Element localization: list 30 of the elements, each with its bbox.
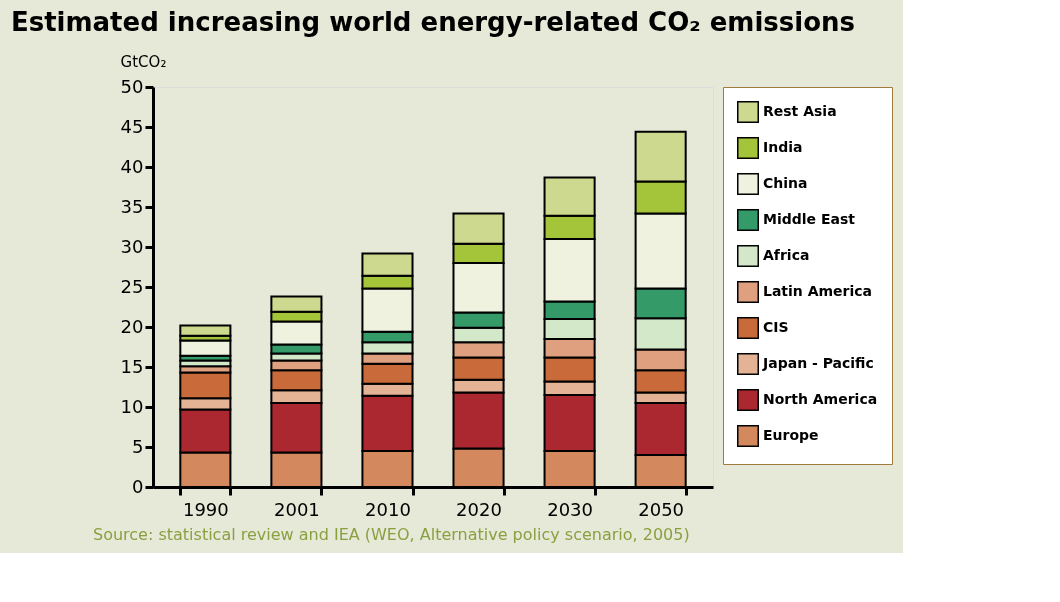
x-tick-label: 2020: [456, 498, 502, 520]
x-tick-label: 2010: [365, 498, 411, 520]
y-tick-label: 40: [120, 155, 144, 177]
y-tick-label: 50: [120, 75, 144, 97]
y-tick-label: 15: [120, 355, 144, 377]
legend-label: Rest Asia: [763, 103, 837, 119]
legend-label: Europe: [763, 427, 819, 443]
chart-title: Estimated increasing world energy-related CO₂ emissions: [10, 7, 856, 37]
y-tick-label: 35: [120, 195, 144, 217]
legend-label: Middle East: [763, 211, 856, 227]
x-tick-label: 1990: [182, 498, 229, 520]
legend-label: CIS: [763, 319, 789, 335]
y-axis-title: GtCO₂: [120, 52, 167, 71]
legend-label: China: [763, 175, 808, 191]
x-tick-label: 2050: [638, 498, 685, 520]
source-note: Source: statistical review and IEA (WEO, Alternative policy scenario, 2005): [93, 525, 690, 544]
legend-label: Latin America: [763, 283, 873, 299]
legend-label: India: [763, 139, 803, 155]
legend-label: Africa: [763, 247, 810, 263]
y-tick-label: 30: [120, 235, 144, 257]
y-tick-label: 45: [120, 115, 144, 137]
y-tick-label: 10: [120, 395, 144, 417]
x-tick-label: 2001: [274, 498, 320, 520]
legend-label: North America: [763, 391, 878, 407]
legend-label: Japan - Pacific: [762, 355, 874, 371]
y-tick-label: 5: [132, 435, 144, 457]
x-tick-label: 2030: [547, 498, 593, 520]
y-tick-label: 0: [132, 475, 144, 497]
y-tick-label: 20: [120, 315, 144, 337]
y-tick-label: 25: [120, 275, 144, 297]
